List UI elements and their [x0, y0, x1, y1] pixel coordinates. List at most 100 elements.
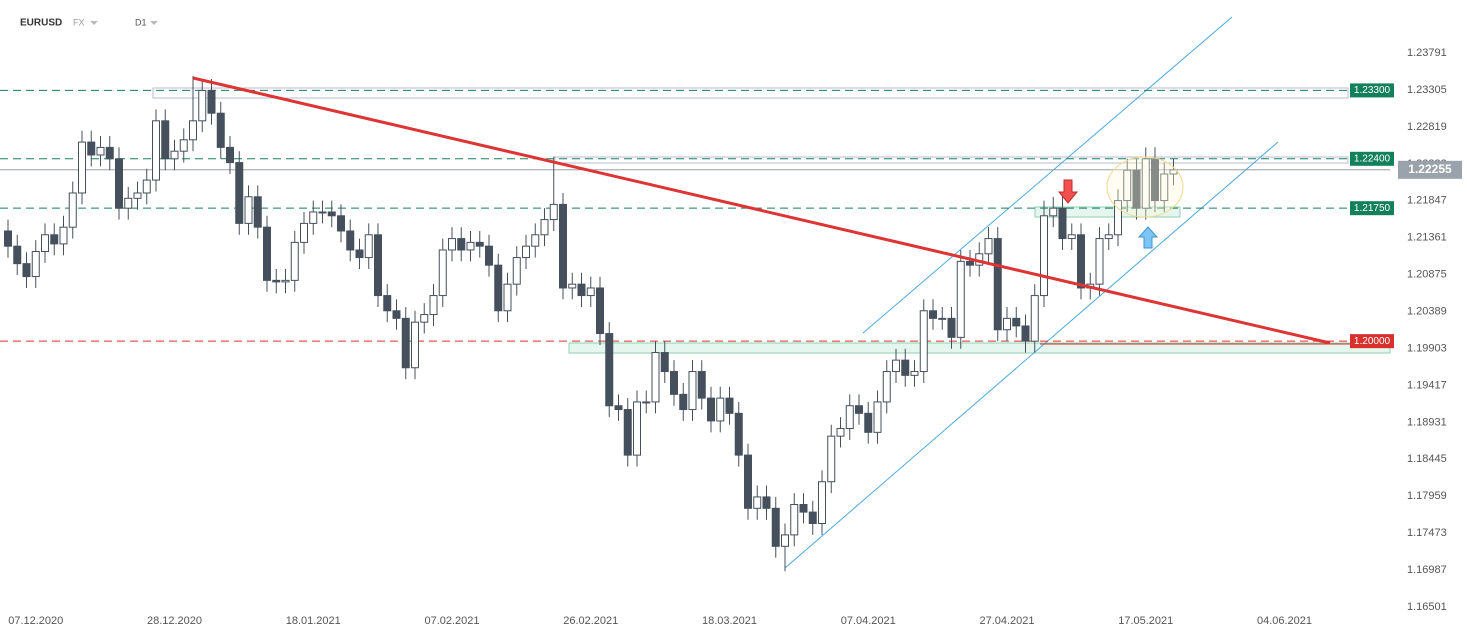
level-badge	[1350, 83, 1394, 98]
candle-body	[818, 481, 826, 525]
channel-line	[862, 16, 1233, 334]
drawings	[152, 16, 1391, 569]
candle-body	[457, 238, 466, 251]
candle-body	[364, 234, 373, 259]
y-tick-label: 1.21361	[1407, 232, 1447, 244]
level-badge	[1350, 151, 1394, 166]
candle-body	[808, 511, 817, 525]
candle-body	[420, 314, 429, 323]
y-tick-label: 1.21847	[1407, 195, 1447, 207]
candle-body	[142, 179, 151, 194]
candle-body	[623, 409, 632, 456]
candle-body	[642, 401, 651, 404]
candle-body	[374, 234, 382, 297]
candle-body	[1123, 169, 1132, 202]
resistance-zone	[554, 156, 1349, 164]
x-tick-label: 18.03.2021	[702, 615, 757, 627]
x-tick-label: 07.02.2021	[424, 615, 479, 627]
candle-body	[272, 279, 281, 283]
x-tick-label: 07.12.2020	[8, 615, 63, 627]
candle-body	[466, 241, 475, 251]
resistance-zone	[152, 87, 1349, 99]
candle-body	[845, 405, 854, 430]
candle-body	[919, 310, 928, 373]
candle-body	[1151, 158, 1159, 202]
candle-body	[753, 496, 762, 509]
candle-body	[790, 504, 799, 536]
candle-body	[68, 192, 77, 228]
candle-body	[161, 120, 170, 160]
candle-body	[559, 203, 567, 289]
candle-body	[346, 230, 355, 251]
symbol[interactable]: EURUSD	[20, 18, 62, 29]
candle-body	[1058, 207, 1067, 240]
timeframe[interactable]: D1	[135, 17, 147, 27]
candle-body	[966, 260, 974, 266]
candle-body	[651, 352, 660, 403]
candle-body	[716, 397, 725, 422]
candle-body	[226, 146, 234, 164]
candle-body	[1040, 215, 1048, 297]
candle-body	[1132, 169, 1141, 209]
y-tick-label: 1.20875	[1407, 269, 1447, 281]
candle-body	[1104, 234, 1113, 240]
candle-body	[115, 158, 123, 209]
candle-body	[300, 222, 308, 243]
candle-body	[383, 295, 392, 312]
x-tick-label: 18.01.2021	[286, 615, 341, 627]
candle-body	[1021, 325, 1030, 342]
x-tick-label: 04.06.2021	[1257, 615, 1312, 627]
down-arrow	[1057, 179, 1079, 204]
level-label: 1.23300	[1354, 85, 1391, 96]
last-price-badge	[1398, 160, 1462, 179]
candle-body	[1030, 295, 1039, 342]
candle-body	[13, 245, 22, 265]
candle-body	[1012, 317, 1021, 327]
candle-body	[355, 249, 364, 259]
candle-body	[235, 162, 244, 224]
candle-body	[198, 89, 207, 122]
y-tick-label: 1.17473	[1407, 527, 1447, 539]
candle-body	[152, 120, 160, 181]
candle-body	[485, 245, 493, 266]
candle-body	[216, 112, 225, 148]
candle-body	[596, 287, 604, 335]
candle-body	[327, 211, 336, 217]
candle-body	[189, 120, 197, 141]
candle-body	[540, 219, 549, 236]
overlay	[192, 76, 1331, 345]
candle-body	[411, 321, 419, 369]
candle-body	[1049, 207, 1058, 217]
up-arrow	[1137, 226, 1159, 249]
support-zone	[1034, 206, 1181, 218]
trend-line	[192, 76, 1331, 345]
level-label: 1.22400	[1354, 153, 1391, 164]
candle-body	[179, 139, 188, 152]
candle-body	[947, 317, 956, 338]
candle-body	[1077, 234, 1085, 289]
dropdown-icon[interactable]	[90, 21, 98, 25]
candle-body	[901, 359, 910, 376]
candle-body	[41, 234, 49, 252]
candle-body	[993, 238, 1002, 331]
candle-body	[475, 241, 484, 247]
candle-body	[586, 287, 595, 297]
candle-body	[392, 310, 401, 319]
y-tick-label: 1.17959	[1407, 490, 1447, 502]
y-tick-label: 1.19903	[1407, 342, 1447, 354]
candle-body	[938, 317, 947, 320]
candle-body	[707, 397, 715, 422]
dropdown-icon[interactable]	[150, 21, 158, 25]
x-tick-label: 17.05.2021	[1118, 615, 1173, 627]
candle-body	[688, 371, 697, 411]
y-tick-label: 1.22819	[1407, 121, 1447, 133]
candle-body	[873, 401, 882, 433]
candle-body	[984, 238, 993, 255]
candle-body	[892, 359, 900, 373]
level-badge	[1350, 334, 1394, 349]
candle-body	[438, 249, 447, 297]
candle-body	[1067, 234, 1076, 240]
candle-body	[734, 412, 743, 456]
candle-body	[531, 234, 540, 247]
